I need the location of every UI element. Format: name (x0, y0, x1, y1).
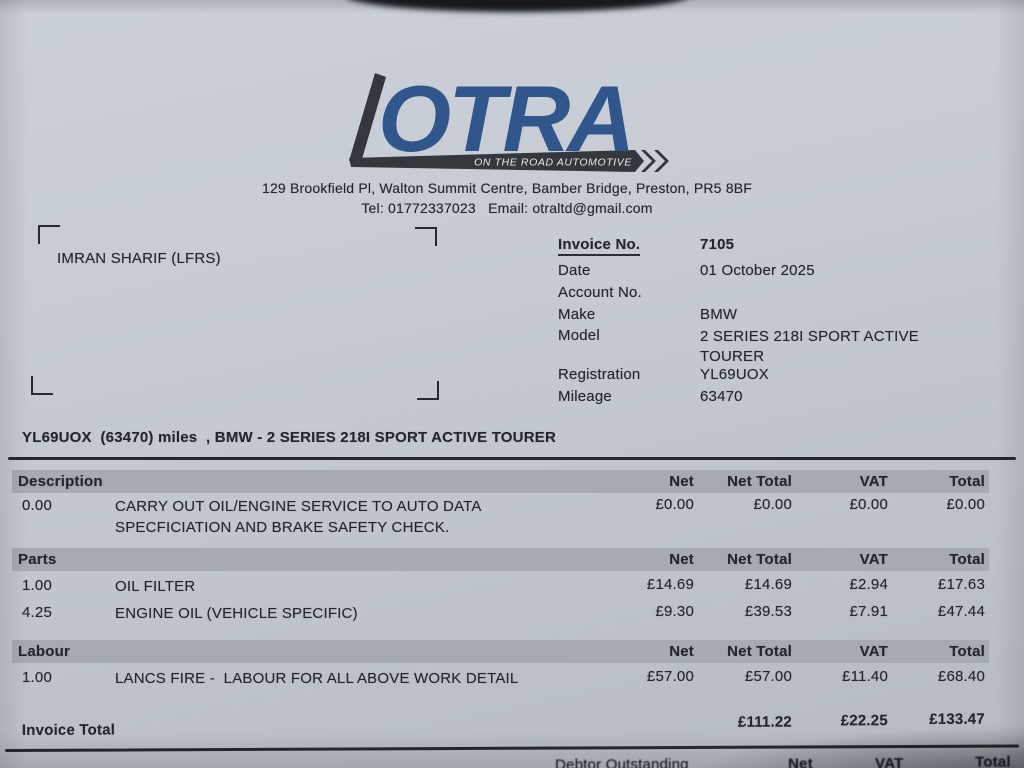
cutoff-debtor-label: Debtor Outstanding (555, 755, 689, 768)
invoice-total-total: £133.47 (929, 710, 985, 728)
cutoff-total-label: Total (975, 753, 1011, 768)
invoice-total-label: Invoice Total (21, 721, 116, 739)
divider-line (4, 744, 1019, 752)
invoice-total-vat: £22.25 (840, 712, 888, 730)
cutoff-vat-label: VAT (875, 755, 904, 768)
cutoff-net-label: Net (788, 755, 813, 768)
invoice-total-net-total: £111.22 (737, 713, 792, 731)
